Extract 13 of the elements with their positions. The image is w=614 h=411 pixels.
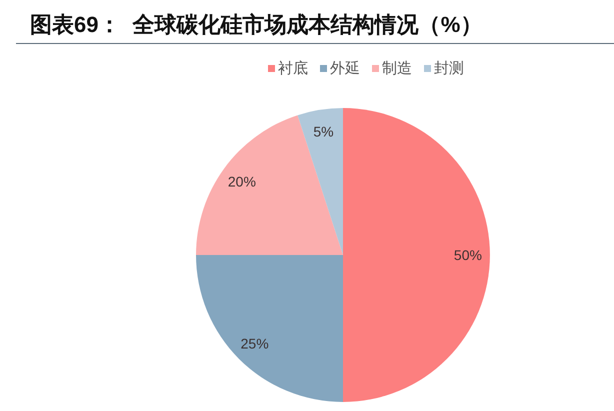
- legend-label: 制造: [382, 60, 412, 78]
- chart-title: 图表69： 全球碳化硅市场成本结构情况（%）: [16, 10, 614, 44]
- legend-label: 外延: [330, 60, 360, 78]
- data-label: 25%: [240, 335, 269, 352]
- legend-label: 衬底: [278, 59, 308, 78]
- data-label: 50%: [454, 247, 482, 263]
- pie-slice: [298, 108, 343, 255]
- legend-label: 封测: [434, 60, 464, 78]
- pie-slice: [196, 115, 343, 255]
- pie-slice: [196, 255, 343, 402]
- data-label: 5%: [313, 124, 334, 140]
- data-label: 20%: [228, 174, 256, 190]
- pie-slice: [343, 108, 490, 402]
